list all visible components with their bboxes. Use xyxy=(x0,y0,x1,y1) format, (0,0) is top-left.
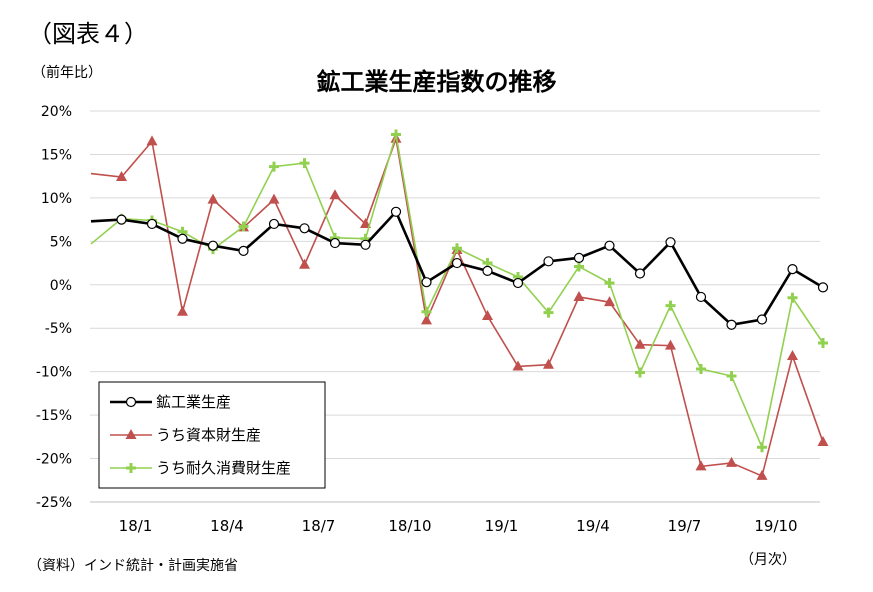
data-point xyxy=(451,257,463,269)
data-point xyxy=(634,268,646,279)
series-0 xyxy=(90,206,829,330)
x-unit-label: （月次） xyxy=(740,552,796,568)
data-point xyxy=(726,371,737,382)
data-point xyxy=(177,233,188,244)
data-point xyxy=(787,292,798,303)
data-point xyxy=(512,360,524,371)
data-point xyxy=(360,239,371,250)
data-point xyxy=(146,135,158,146)
data-point xyxy=(573,252,585,263)
series-line xyxy=(90,209,824,327)
data-point xyxy=(126,463,136,473)
data-point xyxy=(329,189,341,200)
data-point xyxy=(512,277,524,289)
data-point xyxy=(482,310,493,321)
figure-label: （図表４） xyxy=(28,20,148,48)
data-point xyxy=(543,256,554,267)
y-tick-label: -20% xyxy=(36,452,72,468)
x-tick-label: 19/10 xyxy=(754,517,797,535)
data-point xyxy=(726,319,737,330)
x-tick-label: 18/10 xyxy=(388,517,431,535)
data-point xyxy=(299,258,310,269)
data-point xyxy=(421,314,432,325)
data-point xyxy=(726,456,737,467)
data-point xyxy=(299,223,310,234)
series-lines xyxy=(90,129,829,480)
data-point xyxy=(573,290,585,301)
data-point xyxy=(268,218,280,230)
data-point xyxy=(635,367,645,378)
y-tick-label: 20% xyxy=(41,104,72,120)
y-tick-label: -15% xyxy=(36,408,72,424)
data-point xyxy=(391,129,401,140)
data-point xyxy=(116,214,127,225)
data-point xyxy=(207,193,219,204)
data-point xyxy=(543,307,554,318)
data-point xyxy=(787,264,798,275)
x-tick-label: 18/7 xyxy=(302,517,336,535)
x-tick-label: 19/7 xyxy=(668,517,702,535)
y-tick-label: 15% xyxy=(41,147,72,163)
data-point xyxy=(360,217,371,228)
source-note: （資料）インド統計・計画実施省 xyxy=(28,558,238,574)
data-point xyxy=(482,265,493,276)
legend-label: うち資本財生産 xyxy=(156,426,261,444)
y-tick-label: -5% xyxy=(45,321,72,337)
data-point xyxy=(390,206,402,217)
legend-label: 鉱工業生産 xyxy=(156,393,231,411)
data-point xyxy=(756,314,768,325)
x-tick-label: 18/1 xyxy=(119,517,153,535)
series-1 xyxy=(90,132,829,480)
data-point xyxy=(268,193,280,204)
x-tick-label: 19/1 xyxy=(485,517,519,535)
data-point xyxy=(696,364,706,375)
data-point xyxy=(665,339,676,350)
chart-title: 鉱工業生産指数の推移 xyxy=(316,68,557,96)
data-point xyxy=(238,245,249,256)
y-tick-label: -10% xyxy=(36,365,72,381)
data-point xyxy=(817,282,829,293)
x-axis-ticks: 18/1 18/4 18/7 18/10 19/1 19/4 19/7 19/10 xyxy=(119,517,798,535)
data-point xyxy=(757,442,767,453)
y-tick-label: 10% xyxy=(41,191,72,207)
data-point xyxy=(177,305,188,316)
data-point xyxy=(665,300,676,311)
data-point xyxy=(604,240,615,251)
data-point xyxy=(238,221,249,232)
data-point xyxy=(146,218,158,230)
data-point xyxy=(269,161,279,172)
data-point xyxy=(817,436,829,447)
legend-label: うち耐久消費財生産 xyxy=(156,459,291,477)
data-point xyxy=(207,240,219,251)
y-tick-label: -25% xyxy=(36,495,72,511)
data-point xyxy=(421,277,432,288)
data-point xyxy=(125,396,137,408)
y-unit-label: （前年比） xyxy=(32,65,102,81)
data-point xyxy=(574,261,584,272)
data-point xyxy=(543,358,554,369)
data-point xyxy=(299,158,310,169)
y-axis-ticks: 20% 15% 10% 5% 0% -5% -10% -15% -20% -25% xyxy=(36,104,72,511)
data-point xyxy=(695,460,707,471)
data-point xyxy=(329,237,341,249)
x-tick-label: 19/4 xyxy=(576,517,610,535)
data-point xyxy=(116,171,127,182)
x-tick-label: 18/4 xyxy=(210,517,244,535)
data-point xyxy=(787,350,798,361)
data-point xyxy=(695,291,707,303)
data-point xyxy=(452,243,462,254)
data-point xyxy=(604,296,615,307)
data-point xyxy=(604,278,615,289)
y-tick-label: 0% xyxy=(50,278,72,294)
data-point xyxy=(756,469,768,480)
data-point xyxy=(665,237,676,248)
y-tick-label: 5% xyxy=(50,234,72,250)
data-point xyxy=(818,337,828,348)
data-point xyxy=(634,338,646,349)
data-point xyxy=(421,306,432,317)
data-point xyxy=(125,429,137,439)
